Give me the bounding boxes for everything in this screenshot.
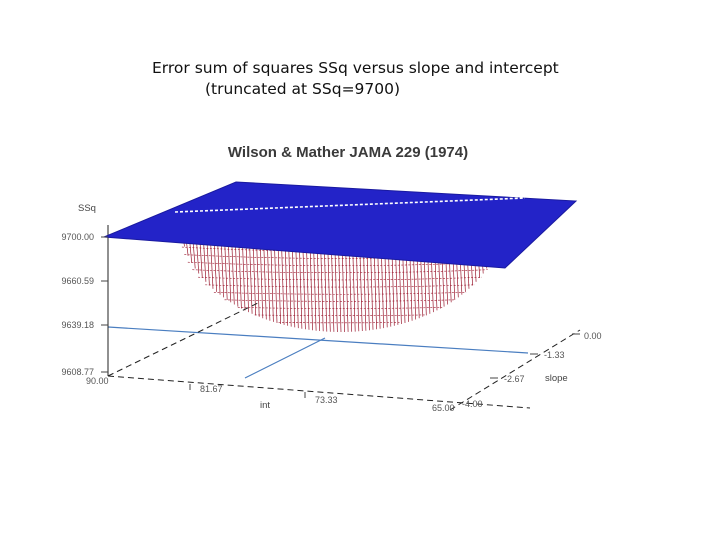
min-ssq-line-2 (244, 337, 326, 379)
x-tick-0: 90.00 (86, 376, 109, 386)
z-tick-1: 9660.59 (61, 276, 94, 286)
z-tick-2: 9639.18 (61, 320, 94, 330)
mesh-contour (237, 307, 443, 309)
truncation-plane (103, 181, 578, 269)
box-edge-right (449, 329, 581, 411)
y-tick-2: -2.67 (504, 374, 525, 384)
y-tick-1: -1.33 (544, 350, 565, 360)
mesh-contour (187, 261, 493, 266)
x-tick-3: 65.00 (432, 403, 455, 413)
mesh-contour (224, 299, 456, 302)
mesh-contour (254, 314, 426, 316)
chart-title: Wilson & Mather JAMA 229 (1974) (228, 144, 468, 161)
min-ssq-line (107, 326, 529, 354)
x-tick-1: 81.67 (200, 384, 223, 394)
caption-line-1: Error sum of squares SSq versus slope an… (152, 59, 559, 77)
z-tick-3: 9608.77 (61, 367, 94, 377)
y-axis-label: slope (545, 373, 568, 384)
caption-line-2: (truncated at SSq=9700) (205, 80, 401, 98)
z-tick-0: 9700.00 (61, 232, 94, 242)
plane-intersection-line (174, 197, 526, 213)
x-axis-label: int (260, 400, 270, 411)
mesh-contour (205, 284, 475, 288)
mesh-contour (192, 269, 488, 274)
z-axis-label: SSq (78, 203, 96, 214)
y-tick-0: 0.00 (584, 331, 602, 341)
y-tick-3: -4.00 (462, 399, 483, 409)
box-edge-front (107, 375, 531, 409)
plot-box (107, 225, 581, 411)
x-tick-2: 73.33 (315, 395, 338, 405)
box-edge-left (107, 302, 259, 377)
mesh-contour (213, 292, 467, 295)
mesh-contour (198, 276, 482, 281)
